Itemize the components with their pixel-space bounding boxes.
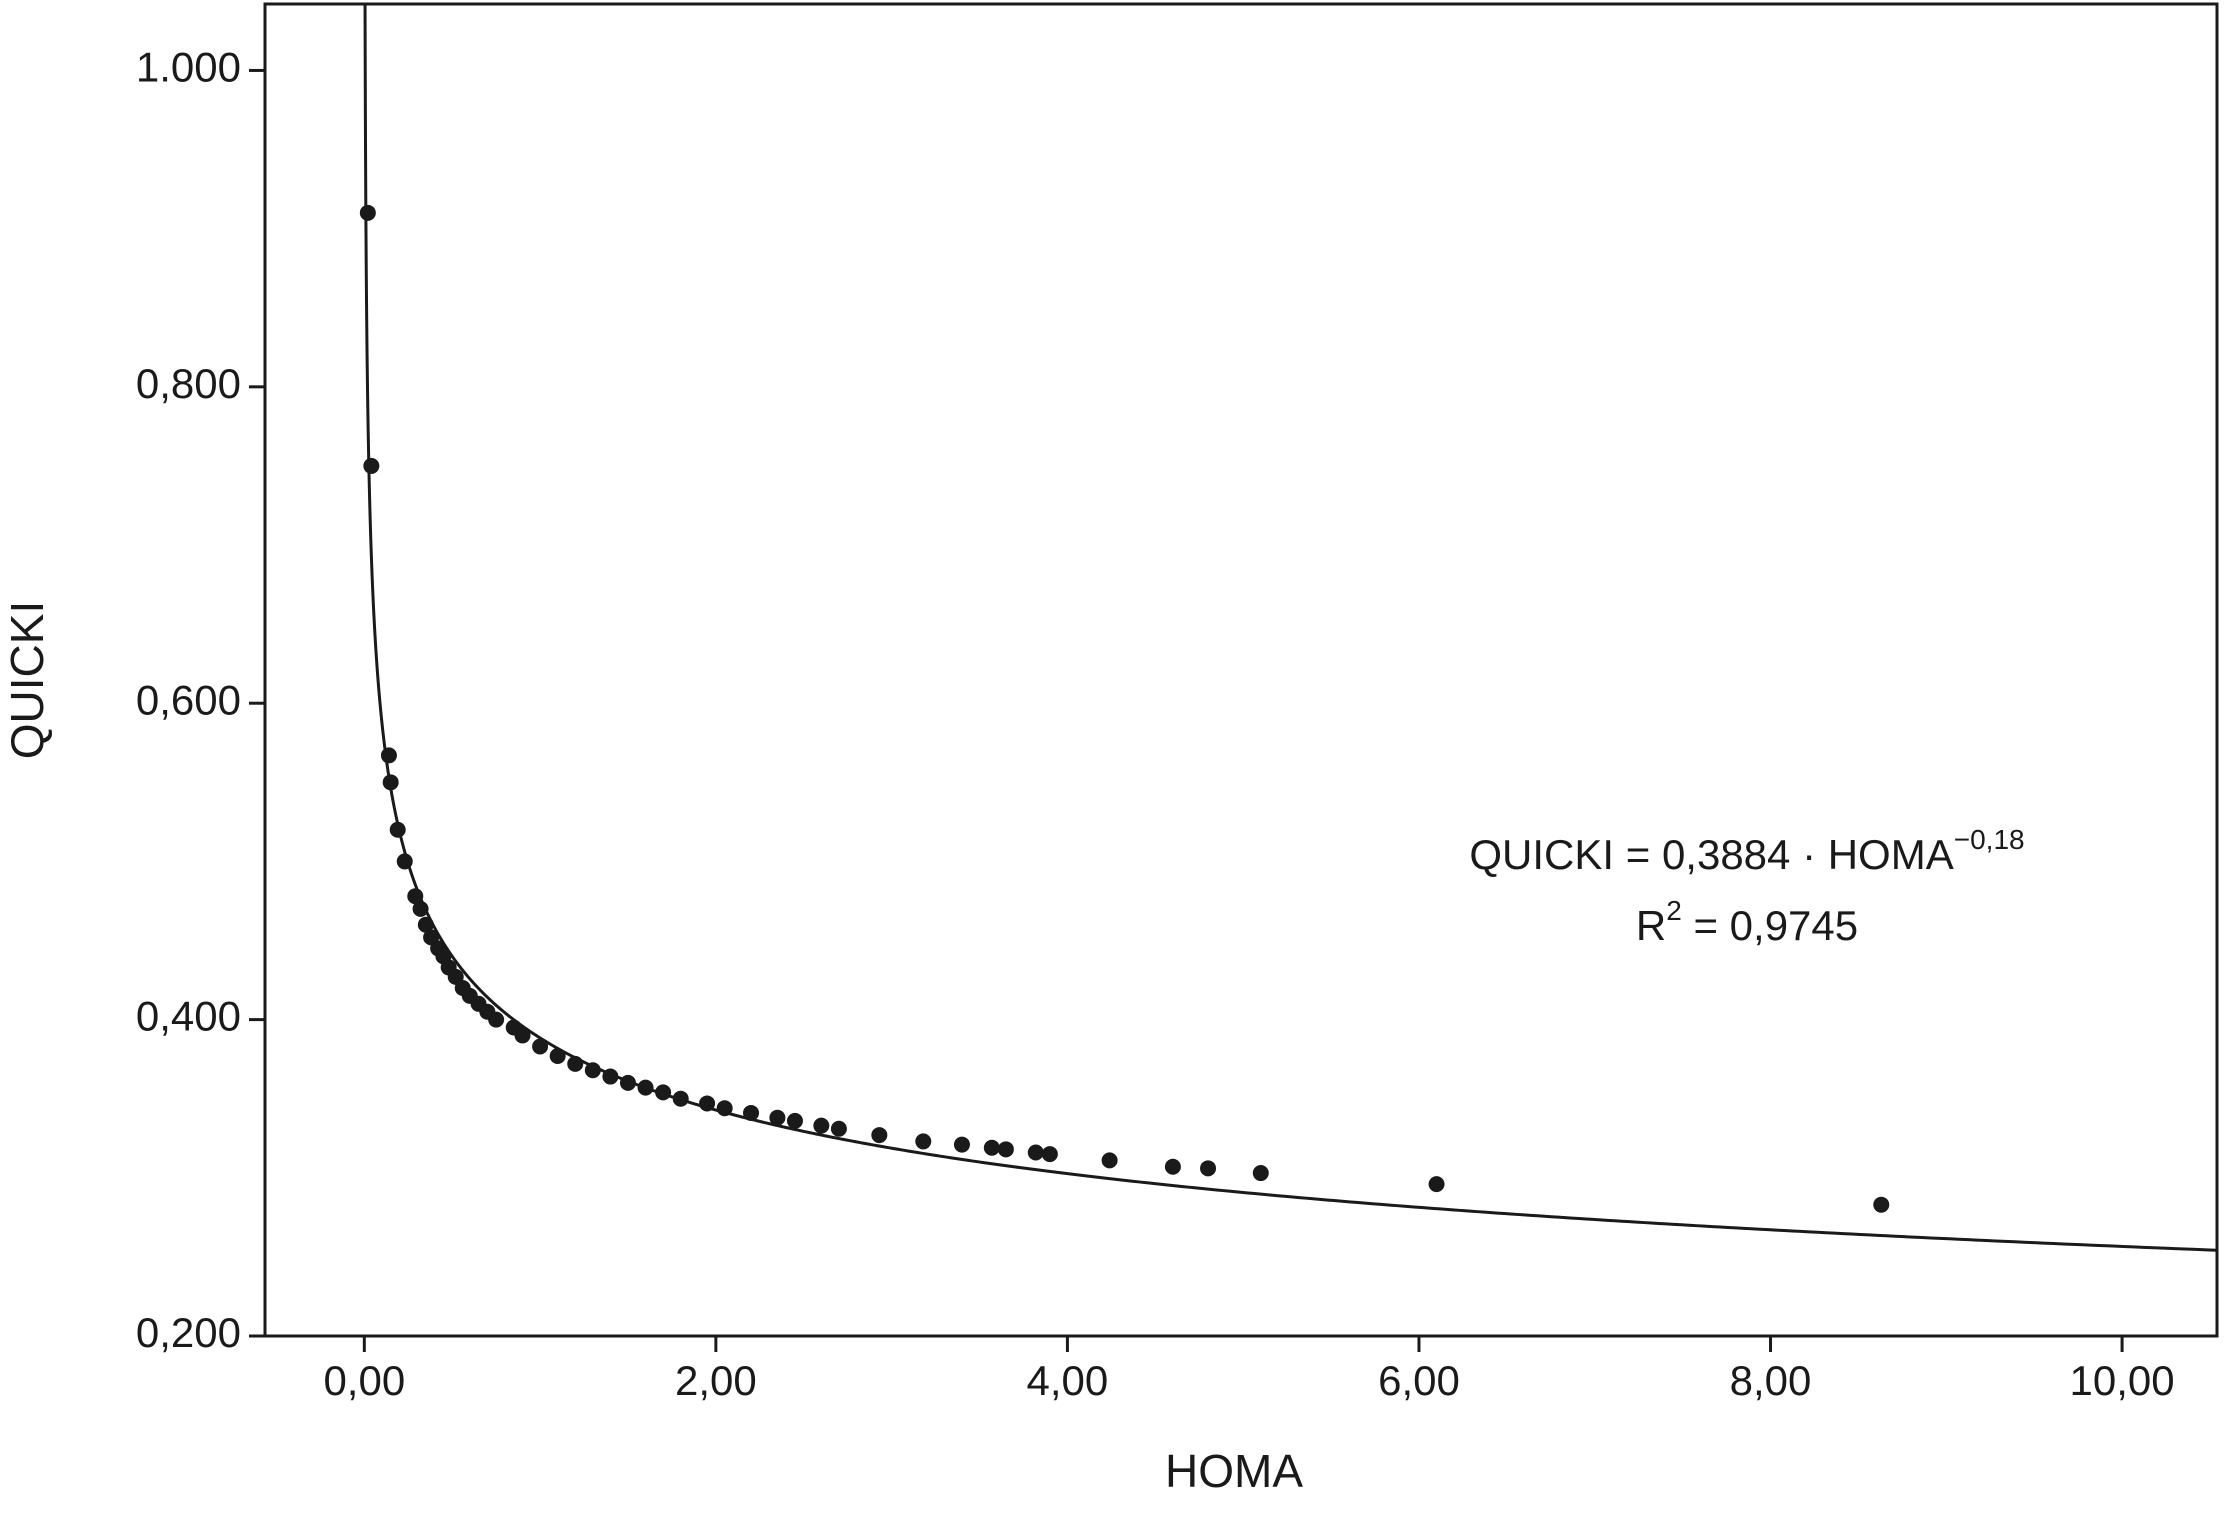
data-point: [983, 1139, 1000, 1156]
data-point: [769, 1109, 786, 1126]
data-point: [716, 1100, 733, 1117]
data-point: [380, 747, 397, 764]
data-point: [699, 1095, 716, 1112]
data-point: [567, 1055, 584, 1072]
x-tick-label: 4,00: [1027, 1357, 1109, 1404]
data-point: [532, 1038, 549, 1055]
data-point: [813, 1117, 830, 1134]
data-point: [1428, 1176, 1445, 1193]
data-point: [1200, 1160, 1217, 1177]
data-point: [743, 1104, 760, 1121]
data-point: [637, 1079, 654, 1096]
data-point: [619, 1074, 636, 1091]
x-axis-title: HOMA: [1165, 1445, 1303, 1497]
x-tick-label: 2,00: [675, 1357, 757, 1404]
data-point: [488, 1011, 505, 1028]
data-point: [655, 1084, 672, 1101]
data-point: [417, 916, 434, 933]
y-tick-label: 0,800: [136, 360, 241, 407]
data-point: [389, 821, 406, 838]
data-point: [407, 888, 424, 905]
y-tick-label: 0,200: [136, 1309, 241, 1356]
fit-curve: [363, 4, 2217, 1252]
data-point: [1101, 1152, 1118, 1169]
plot-frame: [263, 2, 2219, 1338]
data-point: [672, 1090, 689, 1107]
data-point: [915, 1133, 932, 1150]
data-point: [1252, 1165, 1269, 1182]
data-point: [584, 1062, 601, 1079]
data-point: [396, 853, 413, 870]
data-point: [786, 1112, 803, 1129]
x-tick-label: 10,00: [2070, 1357, 2175, 1404]
data-point: [549, 1047, 566, 1064]
data-point: [602, 1068, 619, 1085]
annotation: QUICKI = 0,3884 · HOMA−0,18: [1469, 824, 2024, 878]
data-point: [1027, 1144, 1044, 1161]
data-point: [1041, 1146, 1058, 1163]
x-tick-label: 8,00: [1730, 1357, 1812, 1404]
data-point: [412, 900, 429, 917]
data-point: [1164, 1158, 1181, 1175]
data-point: [830, 1120, 847, 1137]
y-tick-label: 0,400: [136, 993, 241, 1040]
data-point: [1873, 1196, 1890, 1213]
x-tick-label: 6,00: [1378, 1357, 1460, 1404]
data-point: [953, 1136, 970, 1153]
annotation: R2 = 0,9745: [1636, 895, 1858, 949]
y-tick-label: 1.000: [136, 44, 241, 91]
data-point: [359, 204, 376, 221]
y-axis-title: QUICKI: [1, 601, 53, 759]
y-tick-label: 0,600: [136, 676, 241, 723]
data-point: [514, 1027, 531, 1044]
plot-area: [359, 4, 2217, 1252]
data-point: [382, 774, 399, 791]
data-point: [871, 1127, 888, 1144]
data-point: [997, 1141, 1014, 1158]
data-point: [363, 457, 380, 474]
x-tick-label: 0,00: [323, 1357, 405, 1404]
